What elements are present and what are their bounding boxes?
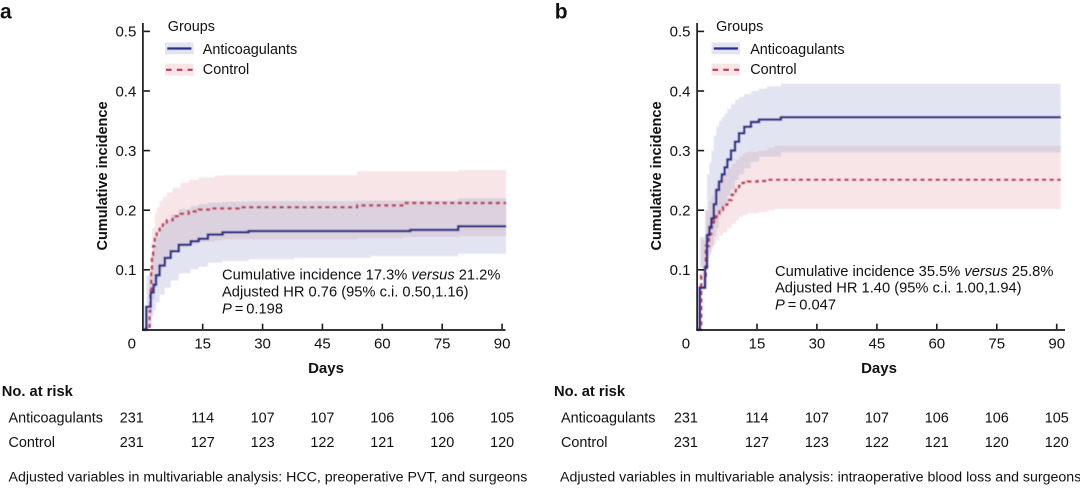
svg-text:120: 120: [430, 435, 454, 451]
svg-text:231: 231: [120, 411, 144, 427]
svg-text:107: 107: [805, 411, 829, 427]
svg-text:Groups: Groups: [716, 19, 763, 35]
svg-text:127: 127: [191, 435, 215, 451]
svg-text:Cumulative incidence: Cumulative incidence: [95, 101, 111, 250]
svg-text:15: 15: [749, 335, 766, 352]
svg-text:0: 0: [682, 335, 690, 352]
svg-text:121: 121: [925, 435, 949, 451]
svg-text:b: b: [555, 0, 568, 23]
svg-text:Control: Control: [203, 62, 249, 78]
svg-text:90: 90: [494, 335, 511, 352]
svg-text:120: 120: [1045, 435, 1069, 451]
svg-text:60: 60: [928, 335, 945, 352]
svg-text:Groups: Groups: [168, 19, 215, 35]
svg-text:Cumulative incidence: Cumulative incidence: [649, 101, 665, 250]
svg-text:15: 15: [194, 335, 211, 352]
svg-text:106: 106: [370, 411, 394, 427]
svg-text:114: 114: [746, 411, 769, 427]
svg-text:0.3: 0.3: [115, 143, 136, 160]
svg-text:Anticoagulants: Anticoagulants: [203, 42, 297, 58]
svg-text:75: 75: [988, 335, 1005, 352]
svg-text:0.5: 0.5: [115, 24, 136, 41]
svg-text:0.5: 0.5: [670, 24, 691, 41]
svg-text:0.1: 0.1: [115, 262, 136, 279]
svg-text:Anticoagulants: Anticoagulants: [561, 411, 655, 427]
svg-text:No. at risk: No. at risk: [554, 384, 626, 400]
svg-text:90: 90: [1048, 335, 1065, 352]
svg-text:Cumulative incidence 17.3% ver: Cumulative incidence 17.3% versus 21.2%: [222, 268, 500, 284]
svg-text:Adjusted HR 0.76 (95% c.i. 0.5: Adjusted HR 0.76 (95% c.i. 0.50,1.16): [222, 284, 469, 300]
svg-text:P = 0.047: P = 0.047: [775, 298, 836, 314]
svg-text:75: 75: [434, 335, 451, 352]
svg-text:105: 105: [490, 411, 514, 427]
svg-text:114: 114: [191, 411, 214, 427]
svg-text:107: 107: [310, 411, 334, 427]
svg-text:106: 106: [430, 411, 454, 427]
svg-text:Anticoagulants: Anticoagulants: [9, 411, 103, 427]
svg-text:30: 30: [809, 335, 826, 352]
svg-text:0: 0: [128, 335, 136, 352]
svg-text:45: 45: [314, 335, 331, 352]
svg-text:122: 122: [310, 435, 334, 451]
svg-text:107: 107: [865, 411, 889, 427]
svg-text:106: 106: [985, 411, 1009, 427]
svg-text:Cumulative incidence 35.5% ver: Cumulative incidence 35.5% versus 25.8%: [775, 264, 1053, 280]
svg-text:123: 123: [251, 435, 275, 451]
svg-text:0.2: 0.2: [670, 203, 691, 220]
svg-text:Control: Control: [750, 62, 796, 78]
svg-text:Days: Days: [308, 360, 344, 377]
svg-text:Adjusted variables in multivar: Adjusted variables in multivariable anal…: [9, 470, 528, 486]
svg-text:a: a: [0, 0, 12, 23]
svg-text:45: 45: [869, 335, 886, 352]
svg-text:Control: Control: [9, 435, 55, 451]
svg-text:231: 231: [674, 411, 698, 427]
svg-text:Days: Days: [861, 360, 897, 377]
svg-text:105: 105: [1045, 411, 1069, 427]
svg-text:60: 60: [374, 335, 391, 352]
svg-text:0.4: 0.4: [670, 83, 691, 100]
svg-text:Adjusted variables in multivar: Adjusted variables in multivariable anal…: [560, 470, 1080, 486]
svg-text:0.3: 0.3: [670, 143, 691, 160]
svg-text:121: 121: [370, 435, 394, 451]
svg-text:123: 123: [805, 435, 829, 451]
svg-text:Adjusted HR 1.40 (95% c.i. 1.0: Adjusted HR 1.40 (95% c.i. 1.00,1.94): [775, 281, 1022, 297]
svg-text:No. at risk: No. at risk: [2, 384, 74, 400]
svg-text:0.1: 0.1: [670, 262, 691, 279]
svg-text:Control: Control: [561, 435, 607, 451]
svg-text:122: 122: [865, 435, 889, 451]
svg-text:30: 30: [254, 335, 271, 352]
svg-text:0.4: 0.4: [115, 83, 136, 100]
svg-text:120: 120: [985, 435, 1009, 451]
svg-text:231: 231: [674, 435, 698, 451]
svg-text:231: 231: [120, 435, 144, 451]
svg-text:0.2: 0.2: [115, 203, 136, 220]
svg-text:106: 106: [925, 411, 949, 427]
svg-text:120: 120: [490, 435, 514, 451]
svg-text:Anticoagulants: Anticoagulants: [750, 42, 844, 58]
svg-text:127: 127: [745, 435, 769, 451]
svg-text:107: 107: [251, 411, 275, 427]
svg-text:P = 0.198: P = 0.198: [222, 301, 283, 317]
